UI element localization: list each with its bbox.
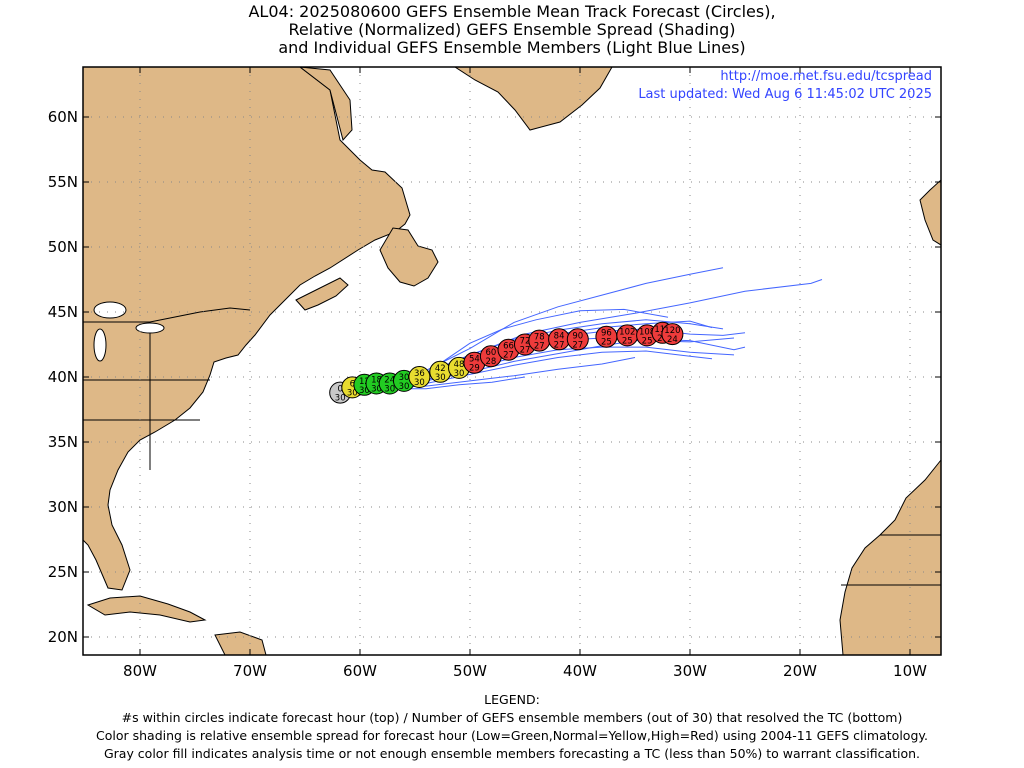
forecast-hour-label: 36 xyxy=(414,369,425,379)
member-count-label: 25 xyxy=(642,336,653,346)
great-lakes xyxy=(93,301,165,362)
forecast-hour-label: 78 xyxy=(534,333,545,343)
lat-label: 25N xyxy=(47,563,78,581)
newfoundland xyxy=(379,227,439,287)
forecast-hour-label: 108 xyxy=(639,327,655,337)
lat-label: 50N xyxy=(47,238,78,256)
forecast-hour-label: 72 xyxy=(520,337,531,347)
forecast-hour-label: 90 xyxy=(572,331,583,341)
member-count-label: 29 xyxy=(469,364,480,374)
member-count-label: 27 xyxy=(572,340,583,350)
lon-label: 60W xyxy=(343,662,377,680)
forecast-hour-label: 84 xyxy=(554,331,565,341)
lat-label: 30N xyxy=(47,498,78,516)
lon-label: 80W xyxy=(123,662,157,680)
forecast-hour-label: 66 xyxy=(503,342,514,352)
africa xyxy=(839,459,941,655)
forecast-hour-label: 48 xyxy=(454,360,465,370)
member-track-line xyxy=(381,357,636,388)
legend-line-1: #s within circles indicate forecast hour… xyxy=(121,710,903,725)
hispaniola xyxy=(214,631,267,655)
land-masses xyxy=(83,67,941,655)
forecast-hour-label: 18 xyxy=(371,376,382,386)
forecast-hour-label: 6 xyxy=(350,379,355,389)
lat-label: 45N xyxy=(47,303,78,321)
cuba xyxy=(86,595,207,623)
member-count-label: 30 xyxy=(399,382,410,392)
political-borders xyxy=(83,307,941,586)
member-count-label: 30 xyxy=(335,394,346,404)
forecast-hour-label: 42 xyxy=(435,364,446,374)
lat-label: 55N xyxy=(47,173,78,191)
last-updated-text: Last updated: Wed Aug 6 11:45:02 UTC 202… xyxy=(638,87,932,102)
member-count-label: 27 xyxy=(503,351,514,361)
member-count-label: 25 xyxy=(622,336,633,346)
greenland xyxy=(454,67,613,131)
nova-scotia xyxy=(295,277,349,311)
member-count-label: 30 xyxy=(414,378,425,388)
iberia-europe xyxy=(919,179,941,246)
lon-label: 30W xyxy=(673,662,707,680)
member-count-label: 27 xyxy=(520,346,531,356)
forecast-hour-label: 30 xyxy=(399,373,410,383)
forecast-hour-label: 12 xyxy=(359,377,370,387)
member-count-label: 25 xyxy=(601,338,612,348)
track-circle xyxy=(408,366,431,388)
map-title-line-3: and Individual GEFS Ensemble Members (Li… xyxy=(278,38,746,57)
lon-label: 70W xyxy=(233,662,267,680)
member-count-label: 30 xyxy=(435,373,446,383)
mean-track-circles: 0306301230183024303030363042304830542960… xyxy=(329,321,684,404)
map-frame xyxy=(82,66,942,656)
member-count-label: 30 xyxy=(371,385,382,395)
forecast-hour-label: 54 xyxy=(469,355,480,365)
forecast-hour-label: 24 xyxy=(384,376,395,386)
lon-label: 20W xyxy=(783,662,817,680)
map-title-line-2: Relative (Normalized) GEFS Ensemble Spre… xyxy=(288,20,736,39)
forecast-hour-label: 96 xyxy=(601,329,612,339)
member-count-label: 27 xyxy=(554,340,565,350)
legend-line-2: Color shading is relative ensemble sprea… xyxy=(96,728,928,743)
lon-label: 50W xyxy=(453,662,487,680)
forecast-hour-label: 0 xyxy=(337,385,342,395)
lon-label: 40W xyxy=(563,662,597,680)
lat-label: 40N xyxy=(47,368,78,386)
member-count-label: 28 xyxy=(485,357,496,367)
lat-label: 35N xyxy=(47,433,78,451)
forecast-hour-label: 102 xyxy=(619,327,635,337)
lon-label: 10W xyxy=(893,662,927,680)
member-count-label: 30 xyxy=(454,369,465,379)
forecast-hour-label: 120 xyxy=(664,326,680,336)
member-count-label: 24 xyxy=(667,335,678,345)
track-circle xyxy=(661,323,684,346)
source-url[interactable]: http://moe.met.fsu.edu/tcspread xyxy=(720,69,932,84)
map-title-line-1: AL04: 2025080600 GEFS Ensemble Mean Trac… xyxy=(248,2,776,21)
member-count-label: 30 xyxy=(347,388,358,398)
track-circle xyxy=(566,328,589,351)
lat-label: 60N xyxy=(47,108,78,126)
north-america-landmass xyxy=(83,67,411,591)
member-count-label: 27 xyxy=(534,342,545,352)
forecast-hour-label: 60 xyxy=(485,348,496,358)
member-count-label: 30 xyxy=(384,385,395,395)
axis-ticks xyxy=(83,67,941,655)
legend-line-3: Gray color fill indicates analysis time … xyxy=(103,746,921,761)
member-count-label: 30 xyxy=(359,386,370,396)
legend-heading: LEGEND: xyxy=(484,692,540,707)
lat-label: 20N xyxy=(47,628,78,646)
labrador-peninsula xyxy=(299,67,353,142)
